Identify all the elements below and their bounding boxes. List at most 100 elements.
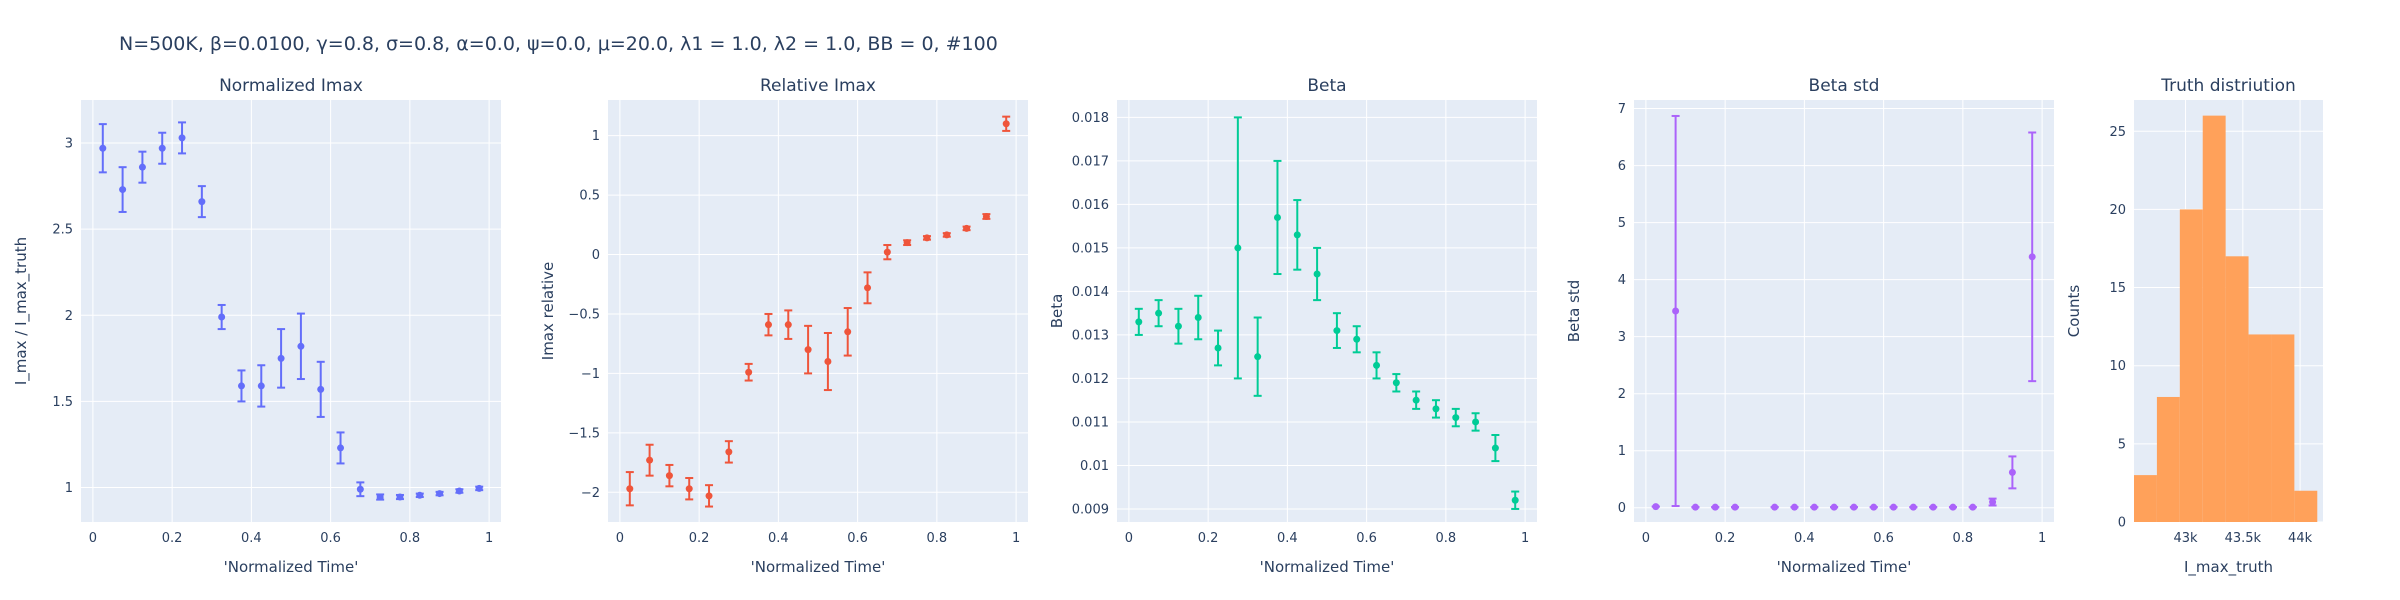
- y-tick-label: 1: [1618, 444, 1626, 459]
- x-tick-label: 0: [1642, 531, 1650, 546]
- y-tick-label: 5: [1618, 216, 1626, 231]
- y-tick-label: 0.009: [1072, 502, 1109, 517]
- x-tick-labels: 0 0.2 0.4 0.6 0.8 1: [89, 531, 494, 546]
- x-tick-labels: 0 0.2 0.4 0.6 0.8 1: [1642, 531, 2047, 546]
- gridlines: [608, 100, 1028, 522]
- y-axis-label: Imax relative: [539, 262, 557, 360]
- data-point: [665, 472, 673, 480]
- histogram-bar: [2202, 115, 2226, 522]
- data-point: [804, 346, 812, 354]
- x-tick-label: 0.2: [1198, 531, 1219, 546]
- histogram-bar: [2294, 490, 2318, 522]
- data-point: [455, 487, 463, 495]
- data-point: [1174, 322, 1182, 330]
- y-tick-label: 0.015: [1072, 241, 1109, 256]
- data-point: [1194, 314, 1202, 322]
- y-axis-label: I_max / I_max_truth: [12, 237, 31, 385]
- y-tick-label: 10: [2109, 359, 2126, 374]
- data-point: [1711, 503, 1719, 511]
- y-tick-label: 0: [1618, 501, 1626, 516]
- data-point: [2028, 253, 2036, 261]
- data-point: [436, 490, 444, 498]
- x-tick-label: 0: [1125, 531, 1133, 546]
- x-tick-label: 0.6: [320, 531, 341, 546]
- subplot-3: 0 0.2 0.4 0.6 0.8 10.0090.010.0110.0120.0130.…: [1048, 76, 1537, 576]
- gridlines: [1634, 100, 2054, 522]
- data-point: [376, 493, 384, 501]
- y-tick-label: 0.5: [579, 189, 600, 204]
- x-tick-labels: 43k 43.5k 44k: [2174, 531, 2313, 546]
- x-tick-label: 0.8: [1953, 531, 1974, 546]
- data-point: [198, 198, 206, 206]
- x-axis-label: 'Normalized Time': [1777, 558, 1912, 576]
- data-point: [1672, 307, 1680, 315]
- plot-body: [98, 121, 484, 501]
- y-tick-label: 0: [2118, 516, 2126, 531]
- y-tick-label: 0.017: [1072, 154, 1109, 169]
- y-tick-label: 25: [2109, 125, 2126, 140]
- data-point: [1353, 335, 1361, 343]
- figure-title: N=500K, β=0.0100, γ=0.8, σ=0.8, α=0.0, ψ…: [119, 33, 998, 55]
- data-point: [1810, 503, 1818, 511]
- y-tick-label: 0.012: [1072, 372, 1109, 387]
- gridlines: [81, 100, 501, 522]
- plot-area: [608, 100, 1028, 522]
- histogram-bar: [2248, 334, 2272, 522]
- data-point: [745, 368, 753, 376]
- x-tick-label: 44k: [2288, 531, 2313, 546]
- data-point: [178, 134, 186, 142]
- data-point: [1472, 418, 1480, 426]
- plot-area: [81, 100, 501, 522]
- subplot-4: 0 0.2 0.4 0.6 0.8 1 0 1 2 3 4 5 6 7 Beta std 'Normalize…: [1565, 76, 2054, 576]
- x-axis-label: 'Normalized Time': [751, 558, 886, 576]
- data-point: [725, 448, 733, 456]
- x-tick-label: 0.4: [241, 531, 262, 546]
- histogram-bar: [2134, 475, 2157, 522]
- subplot-title: Normalized Imax: [219, 76, 363, 96]
- x-tick-label: 0.6: [847, 531, 868, 546]
- y-tick-label: 0.011: [1072, 415, 1109, 430]
- data-point: [1412, 396, 1420, 404]
- data-point: [883, 248, 891, 256]
- y-tick-label: 0: [592, 248, 600, 263]
- plot-area: [1117, 100, 1537, 522]
- x-tick-label: 0.8: [1436, 531, 1457, 546]
- data-point: [784, 321, 792, 329]
- data-point: [1373, 361, 1381, 369]
- y-tick-label: 20: [2109, 203, 2126, 218]
- y-tick-label: 2: [65, 309, 73, 324]
- data-point: [646, 456, 654, 464]
- data-point: [1392, 379, 1400, 387]
- subplot-1: 0 0.2 0.4 0.6 0.8 1 1 1.5 2 2.5 3 Normalized Imax 'N…: [12, 76, 501, 576]
- data-point: [297, 342, 305, 350]
- plot-body: [1651, 114, 2037, 511]
- data-point: [237, 382, 245, 390]
- data-point: [824, 358, 832, 366]
- data-point: [1333, 327, 1341, 335]
- data-point: [1909, 503, 1917, 511]
- data-point: [396, 493, 404, 501]
- data-point: [1254, 353, 1262, 361]
- y-tick-label: 0.013: [1072, 328, 1109, 343]
- histogram-bar: [2156, 396, 2180, 522]
- x-tick-label: 0.4: [768, 531, 789, 546]
- data-point: [277, 354, 285, 362]
- x-tick-label: 0.6: [1873, 531, 1894, 546]
- data-point: [138, 163, 146, 171]
- data-point: [1850, 503, 1858, 511]
- x-tick-label: 43.5k: [2225, 531, 2262, 546]
- y-tick-label: −2: [581, 486, 600, 501]
- y-tick-labels: 1 1.5 2 2.5 3: [52, 137, 73, 496]
- data-point: [99, 144, 107, 152]
- data-point: [1691, 503, 1699, 511]
- x-tick-label: 1: [485, 531, 493, 546]
- y-tick-label: 0.01: [1080, 459, 1109, 474]
- subplot-2: 0 0.2 0.4 0.6 0.8 1 −2 −1.5 −1 −0.5 0 0.5 1 Relative …: [539, 76, 1028, 576]
- x-tick-label: 0.4: [1277, 531, 1298, 546]
- x-tick-label: 0.2: [1715, 531, 1736, 546]
- x-tick-label: 1: [1521, 531, 1529, 546]
- data-point: [1652, 503, 1660, 511]
- y-tick-labels: −2 −1.5 −1 −0.5 0 0.5 1: [568, 129, 600, 501]
- data-point: [475, 484, 483, 492]
